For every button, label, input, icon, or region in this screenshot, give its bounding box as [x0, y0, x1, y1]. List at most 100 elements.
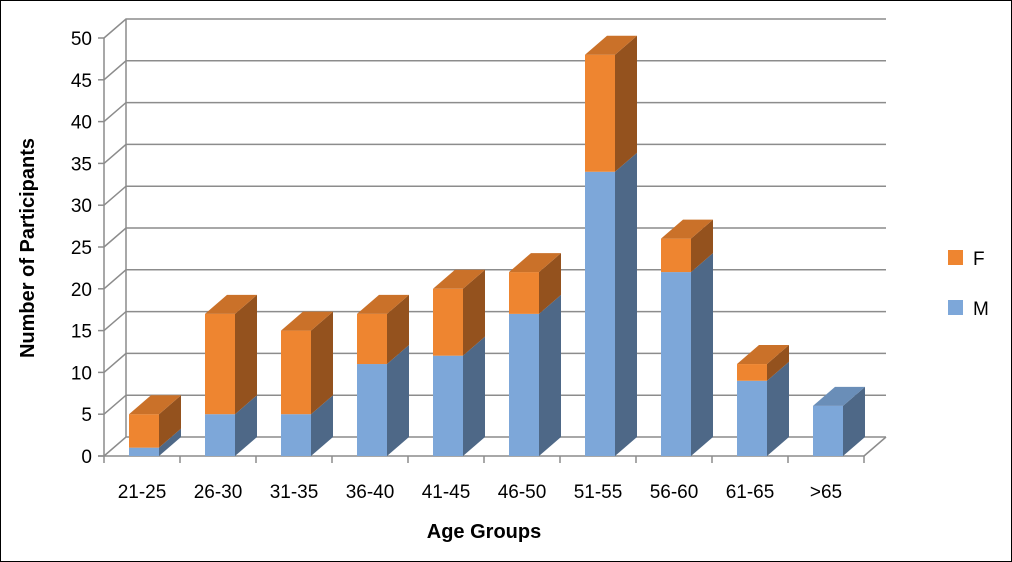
y-tick-label: 50: [71, 29, 92, 50]
legend: FM: [948, 249, 989, 320]
gridline: [103, 185, 886, 206]
bar-segment-m-51-55: [585, 152, 637, 456]
bar-side-face: [539, 253, 561, 314]
gridline: [103, 227, 886, 248]
bar-side-face: [615, 152, 637, 456]
bar-front-face: [205, 414, 235, 456]
x-tick-label: 56-60: [650, 482, 699, 503]
bar-front-face: [129, 447, 159, 456]
bar-top-face: [129, 395, 181, 415]
y-tick-label: 45: [71, 71, 92, 92]
bar-top-face: [737, 345, 789, 365]
bar-front-face: [281, 330, 311, 415]
x-tick-label: 41-45: [422, 482, 471, 503]
gridline: [103, 143, 886, 164]
bar-side-face: [235, 294, 257, 415]
x-tick-label: 61-65: [726, 482, 775, 503]
bar-side-face: [311, 311, 333, 415]
gridline: [103, 101, 886, 123]
legend-swatch-m: [948, 300, 963, 315]
y-tick-label: 0: [81, 447, 92, 468]
bar-front-face: [205, 313, 235, 415]
bar-front-face: [509, 313, 539, 456]
bar-front-face: [585, 171, 615, 456]
bar-segment-f-61-65: [737, 345, 789, 381]
y-tick-label: 15: [71, 322, 92, 343]
bar-front-face: [509, 272, 539, 314]
bar-front-face: [129, 414, 159, 448]
bar-segment-m-41-45: [433, 336, 485, 456]
bar-side-face: [691, 219, 713, 273]
bar-side-face: [387, 294, 409, 365]
tick-labels: 0 5 10 15 20 25 30 35 40 45 50 21-25 26-30 31-35 36-40…: [71, 29, 842, 503]
bar-top-face: [357, 294, 409, 314]
bar-top-face: [205, 294, 257, 314]
bar-segment-f-36-40: [357, 294, 409, 365]
bar-front-face: [357, 313, 387, 365]
bar-top-face: [281, 311, 333, 331]
x-tick-label: 26-30: [194, 482, 243, 503]
bar-top-face: [585, 35, 637, 55]
y-tick-label: 35: [71, 154, 92, 175]
bar-segment-m-21-25: [129, 428, 181, 456]
bar-side-face: [767, 361, 789, 456]
bar-segment-m-56-60: [661, 253, 713, 456]
bar-top-face: [509, 253, 561, 273]
bar-segment-f-26-30: [205, 294, 257, 415]
x-tick-label: >65: [810, 482, 842, 503]
bar-front-face: [433, 288, 463, 356]
bar-side-face: [463, 336, 485, 456]
bar-side-face: [463, 269, 485, 356]
bar-front-face: [585, 54, 615, 172]
y-axis-title: Number of Participants: [17, 138, 39, 358]
y-tick-label: 20: [71, 280, 92, 301]
x-tick-label: 31-35: [270, 482, 319, 503]
bar-side-face: [159, 428, 181, 456]
bar-side-face: [615, 35, 637, 172]
bar-top-face: [433, 269, 485, 289]
bar-front-face: [281, 414, 311, 456]
bar-segment-f-56-60: [661, 219, 713, 273]
gridline: [103, 60, 886, 81]
bar-segment-m-61-65: [737, 361, 789, 456]
bar-segment-f-46-50: [509, 253, 561, 314]
bar-side-face: [235, 395, 257, 456]
x-axis-title: Age Groups: [427, 521, 541, 543]
bar-side-face: [387, 345, 409, 456]
bar-front-face: [661, 272, 691, 456]
y-tick-label: 10: [71, 363, 92, 384]
x-tick-label: 51-55: [574, 482, 623, 503]
bar-side-face: [539, 294, 561, 456]
bar-front-face: [357, 364, 387, 456]
gridline: [103, 269, 886, 290]
y-tick-label: 25: [71, 238, 92, 259]
y-tick-label: 40: [71, 113, 92, 134]
bar-side-face: [691, 253, 713, 456]
bars: [129, 35, 865, 456]
bar-segment-m-36-40: [357, 345, 409, 456]
bar-side-face: [159, 395, 181, 448]
bar-segment-f-31-35: [281, 311, 333, 415]
axes: [98, 19, 887, 463]
bar-front-face: [433, 355, 463, 456]
bar-front-face: [813, 405, 843, 456]
x-tick-label: 46-50: [498, 482, 547, 503]
bar-front-face: [737, 380, 767, 456]
bar-top-face: [661, 219, 713, 239]
legend-swatch-f: [948, 250, 963, 265]
x-tick-label: 21-25: [118, 482, 167, 503]
bar-side-face: [767, 345, 789, 381]
bar-side-face: [843, 386, 865, 456]
bar-segment-m-46-50: [509, 294, 561, 456]
bar-segment-f-41-45: [433, 269, 485, 356]
y-tick-label: 5: [81, 405, 92, 426]
bar-front-face: [661, 238, 691, 273]
x-tick-label: 36-40: [346, 482, 395, 503]
bar-segment-f-21-25: [129, 395, 181, 448]
floor-edge: [863, 436, 887, 457]
bar-segment-f-51-55: [585, 35, 637, 172]
legend-label-m: M: [973, 299, 989, 320]
bar-segment-m->65: [813, 386, 865, 456]
